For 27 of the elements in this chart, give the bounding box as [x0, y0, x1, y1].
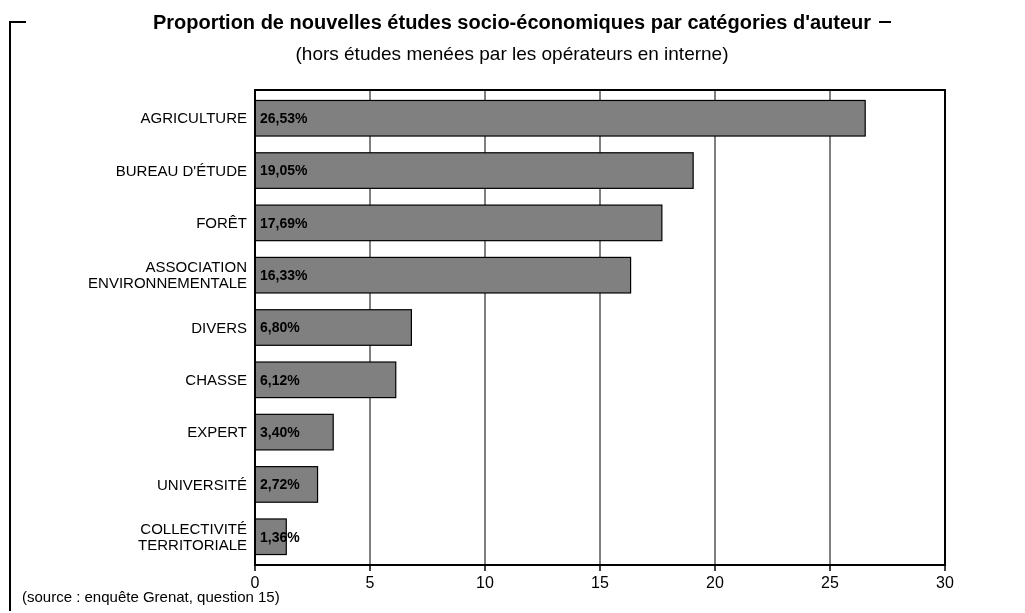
x-tick-label: 30	[936, 574, 954, 591]
text: (source : enquête Grenat, question 15)	[22, 588, 280, 605]
y-tick-label: COLLECTIVITÉ TERRITORIALE	[138, 520, 247, 553]
y-tick-label: BUREAU D'ÉTUDE	[115, 161, 247, 179]
x-tick-label: 25	[821, 574, 839, 591]
y-tick-label: AGRICULTURE	[140, 109, 247, 127]
chart-title: Proportion de nouvelles études socio-économiques par catégories d'auteur	[152, 11, 872, 33]
data-label: 3,40%	[260, 424, 301, 441]
data-label: 17,69%	[260, 214, 309, 231]
x-tick-label: 0	[250, 574, 260, 591]
data-label: 2,72%	[260, 476, 301, 493]
y-tick-label: DIVERS	[191, 318, 247, 336]
y-tick-label: ASSOCIATION ENVIRONNEMENTALE	[88, 258, 247, 292]
x-tick-label: 15	[591, 574, 609, 591]
data-label: 26,53%	[260, 110, 309, 127]
data-label: 16,33%	[260, 267, 309, 284]
x-tick-label: 10	[476, 574, 494, 591]
y-tick-label: UNIVERSITÉ	[156, 475, 247, 493]
y-tick-label: CHASSE	[185, 371, 247, 389]
y-tick-label: FORÊT	[196, 214, 247, 232]
x-tick-label: 5	[365, 574, 375, 591]
data-label: 6,12%	[260, 371, 301, 388]
chart-subtitle: (hors études menées par les opérateurs en interne)	[295, 43, 729, 64]
data-label: 19,05%	[260, 162, 309, 179]
data-label: 6,80%	[260, 319, 301, 336]
x-tick-label: 20	[706, 574, 724, 591]
y-tick-label: EXPERT	[187, 423, 247, 441]
